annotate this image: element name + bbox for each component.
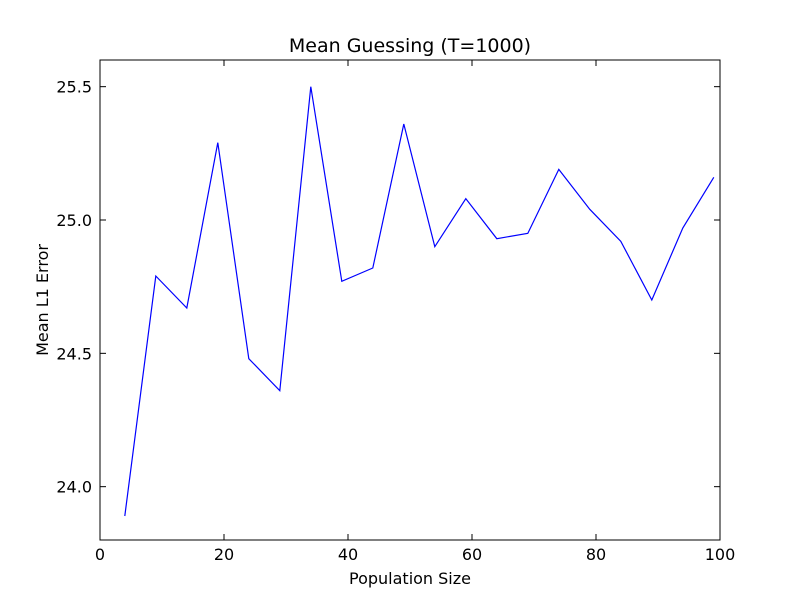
chart-title: Mean Guessing (T=1000) [289, 35, 531, 57]
y-axis-label: Mean L1 Error [33, 244, 52, 356]
x-tick-label: 0 [95, 545, 105, 564]
series-line-0 [124, 86, 715, 517]
x-tick-label: 40 [338, 545, 358, 564]
y-tick-label: 25.0 [56, 211, 92, 230]
y-tick-label: 25.5 [56, 78, 92, 97]
x-tick-label: 80 [586, 545, 606, 564]
x-tick-label: 100 [705, 545, 736, 564]
y-tick-label: 24.5 [56, 344, 92, 363]
x-tick-label: 60 [462, 545, 482, 564]
plot-frame [99, 59, 721, 541]
y-tick-label: 24.0 [56, 478, 92, 497]
plot-area: 0 20 40 60 80 100 24.0 24.5 25.0 25.5 [56, 59, 736, 564]
x-tick-label: 20 [214, 545, 234, 564]
x-axis-label: Population Size [349, 569, 471, 588]
